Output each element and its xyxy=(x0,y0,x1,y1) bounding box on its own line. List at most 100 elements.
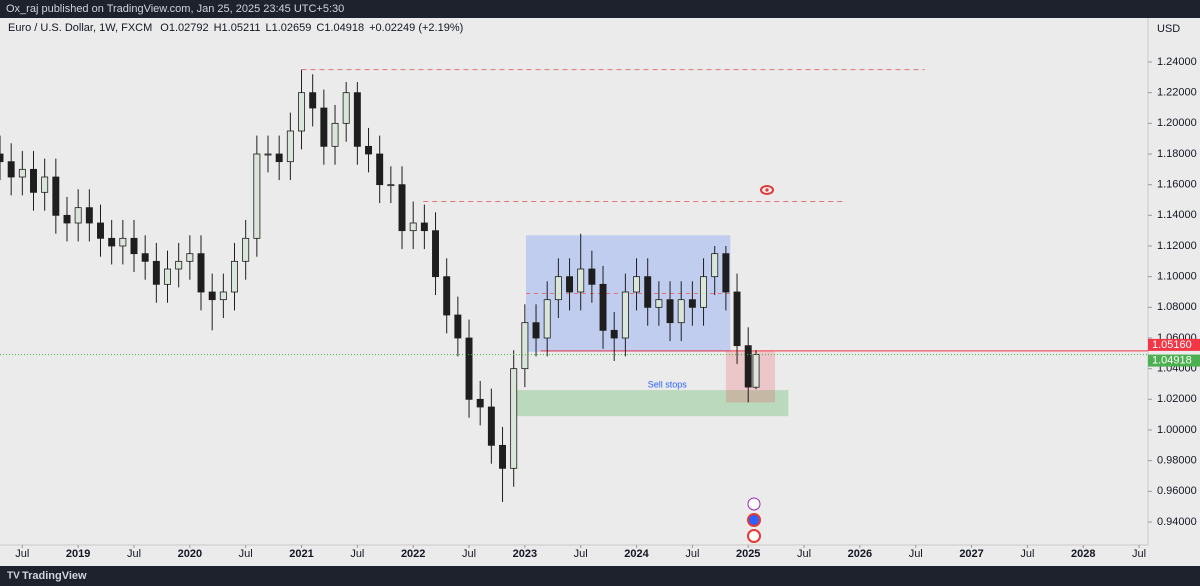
candle-body xyxy=(309,92,317,109)
candle-body xyxy=(454,314,462,339)
candle-body xyxy=(610,329,618,339)
y-tick-label: 1.12000 xyxy=(1157,240,1197,252)
candle-body xyxy=(655,299,663,308)
y-tick-label: 1.02000 xyxy=(1157,393,1197,405)
note: Sell stops xyxy=(648,380,688,390)
demand-zone xyxy=(511,390,789,417)
x-tick-label: 2025 xyxy=(736,548,760,560)
price-tag xyxy=(1148,354,1200,367)
price-tag-label: 1.05160 xyxy=(1152,339,1192,351)
footer-brand: TradingView xyxy=(22,570,87,582)
x-tick-label: 2019 xyxy=(66,548,90,560)
candle-body xyxy=(320,107,328,147)
candle-body xyxy=(331,122,339,147)
candle-body xyxy=(30,168,37,193)
candle-body xyxy=(744,345,752,388)
candle-body xyxy=(119,237,127,247)
x-tick-label: 2023 xyxy=(513,548,537,560)
candle-body xyxy=(85,207,93,224)
candle-body xyxy=(588,268,596,285)
candle-body xyxy=(722,253,730,293)
x-tick-label: Jul xyxy=(797,548,811,560)
candle-body xyxy=(365,145,372,155)
candle-body xyxy=(566,276,574,293)
candle-body xyxy=(231,260,238,293)
candle-body xyxy=(398,184,406,232)
y-tick-label: 0.94000 xyxy=(1157,516,1197,528)
event-icons xyxy=(747,497,761,543)
x-tick-label: 2022 xyxy=(401,548,425,560)
candle-body xyxy=(286,130,294,163)
x-tick-label: Jul xyxy=(462,548,476,560)
candle-body xyxy=(521,322,529,370)
candle-body xyxy=(711,253,719,278)
candle-body xyxy=(152,260,160,285)
candle-body xyxy=(465,337,473,400)
x-tick-label: Jul xyxy=(1020,548,1034,560)
candle-body xyxy=(0,153,4,163)
candle-body xyxy=(677,299,685,324)
candle-body xyxy=(18,168,26,178)
x-tick-label: 2020 xyxy=(178,548,202,560)
candle-body xyxy=(41,176,49,193)
y-tick-label: 1.20000 xyxy=(1157,117,1197,129)
currency: USD xyxy=(1157,23,1180,35)
candle-body xyxy=(688,299,696,308)
x-tick-label: 2024 xyxy=(624,548,649,560)
candle-body xyxy=(733,291,741,347)
y-tick-label: 0.96000 xyxy=(1157,485,1197,497)
candle-body xyxy=(97,222,104,239)
y-tick-label: 1.18000 xyxy=(1157,148,1197,160)
eye-icon xyxy=(760,185,774,195)
candle-body xyxy=(644,276,652,308)
price-tag xyxy=(1148,338,1200,351)
y-tick-label: 0.98000 xyxy=(1157,455,1197,467)
candle-body xyxy=(621,291,629,339)
candle-body xyxy=(52,176,60,216)
candle-body xyxy=(443,276,451,316)
candle-body xyxy=(164,268,171,285)
candle-body xyxy=(487,406,495,446)
candle-body xyxy=(633,276,641,293)
candle-body xyxy=(432,230,439,278)
x-tick-label: Jul xyxy=(127,548,141,560)
candle-body xyxy=(242,237,250,262)
candle-body xyxy=(130,237,138,255)
ohlc-value: O1.02792 xyxy=(160,22,208,34)
candle-body xyxy=(577,268,585,293)
y-tick-label: 1.10000 xyxy=(1157,271,1197,283)
candle-body xyxy=(499,444,507,469)
candle-body xyxy=(219,291,227,301)
price-tag-label: 1.04918 xyxy=(1152,354,1192,366)
candle-body xyxy=(108,237,116,247)
ohlc-value: H1.05211 xyxy=(214,22,261,34)
candle-body xyxy=(476,398,484,408)
x-tick-label: 2028 xyxy=(1071,548,1095,560)
y-tick-label: 1.24000 xyxy=(1157,56,1197,68)
candle-body xyxy=(510,368,518,469)
candle-body xyxy=(63,214,71,224)
x-tick-label: 2021 xyxy=(289,548,313,560)
candle-body xyxy=(543,299,551,339)
y-tick-label: 1.14000 xyxy=(1157,209,1197,221)
candle-body xyxy=(387,184,395,187)
candle-body xyxy=(752,354,760,388)
logo: TV xyxy=(7,571,20,582)
y-tick-label: 1.08000 xyxy=(1157,301,1197,313)
publisher: Ox_raj published on TradingView.com, Jan… xyxy=(6,3,344,15)
candle-body xyxy=(532,322,540,339)
candle-body xyxy=(409,222,417,232)
x-tick-label: 2026 xyxy=(848,548,872,560)
y-tick-label: 1.16000 xyxy=(1157,179,1197,191)
candle-body xyxy=(175,260,183,270)
candle-body xyxy=(599,283,607,331)
x-tick-label: 2027 xyxy=(959,548,983,560)
candle-body xyxy=(141,253,149,262)
footer-bar xyxy=(0,566,1200,586)
candle-body xyxy=(342,92,350,124)
x-tick-label: Jul xyxy=(574,548,588,560)
candle-body xyxy=(420,222,428,232)
symbol-header: Euro / U.S. Dollar, 1W, FXCM xyxy=(8,22,152,34)
top-bar xyxy=(0,0,1200,18)
